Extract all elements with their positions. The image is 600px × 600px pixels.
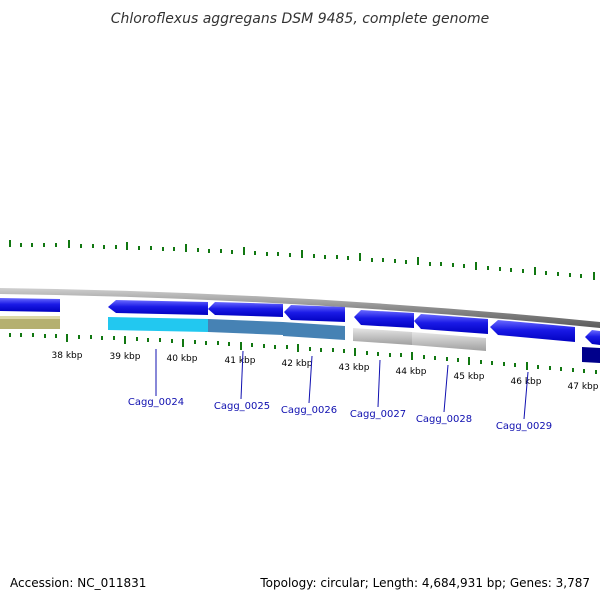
gene-block-cagg-0026	[283, 322, 345, 340]
gene-block-dark	[582, 347, 600, 363]
gene-label-cagg-0029[interactable]: Cagg_0029	[496, 421, 552, 432]
gene-block-cagg-0025	[208, 319, 283, 335]
gene-arrow	[490, 320, 575, 342]
forward-strand-features	[0, 298, 600, 345]
feature-block	[0, 316, 60, 319]
gene-block-cagg-0028	[412, 332, 486, 351]
gene-label-cagg-0026[interactable]: Cagg_0026	[281, 405, 337, 416]
gene-arrow	[108, 300, 208, 315]
kbp-label: 39 kbp	[110, 352, 141, 362]
gene-label-cagg-0027[interactable]: Cagg_0027	[350, 409, 406, 420]
gene-arrow	[354, 310, 414, 328]
gene-arrow	[208, 302, 283, 317]
genome-backbone	[0, 288, 600, 328]
kbp-label: 47 kbp	[568, 382, 599, 392]
gene-arrow	[585, 330, 600, 345]
kbp-label: 44 kbp	[396, 367, 427, 377]
gene-labels: Cagg_0024 Cagg_0025 Cagg_0026 Cagg_0027 …	[128, 397, 552, 432]
kbp-labels: 38 kbp 39 kbp 40 kbp 41 kbp 42 kbp 43 kb…	[52, 351, 599, 392]
gene-callouts	[155, 349, 529, 420]
feature-block	[0, 316, 60, 329]
gene-arrow	[284, 305, 345, 322]
outer-tick-ring	[9, 240, 595, 280]
gene-arrow	[0, 298, 60, 312]
gene-label-cagg-0024[interactable]: Cagg_0024	[128, 397, 184, 408]
gene-label-cagg-0028[interactable]: Cagg_0028	[416, 414, 472, 425]
gene-block-cagg-0024	[108, 317, 208, 332]
accession-text: Accession: NC_011831	[10, 576, 146, 590]
kbp-label: 38 kbp	[52, 351, 83, 361]
reverse-strand-features	[0, 316, 600, 363]
kbp-label: 46 kbp	[511, 377, 542, 387]
gene-block-cagg-0027	[353, 328, 412, 345]
kbp-label: 43 kbp	[339, 363, 370, 373]
gene-arrow	[414, 314, 488, 334]
kbp-label: 42 kbp	[282, 359, 313, 369]
topology-text: Topology: circular; Length: 4,684,931 bp…	[259, 576, 590, 590]
kbp-label: 40 kbp	[167, 354, 198, 364]
inner-tick-ring	[9, 333, 597, 374]
kbp-label: 45 kbp	[454, 372, 485, 382]
map-title: Chloroflexus aggregans DSM 9485, complet…	[111, 11, 490, 27]
gene-label-cagg-0025[interactable]: Cagg_0025	[214, 401, 270, 412]
kbp-label: 41 kbp	[225, 356, 256, 366]
